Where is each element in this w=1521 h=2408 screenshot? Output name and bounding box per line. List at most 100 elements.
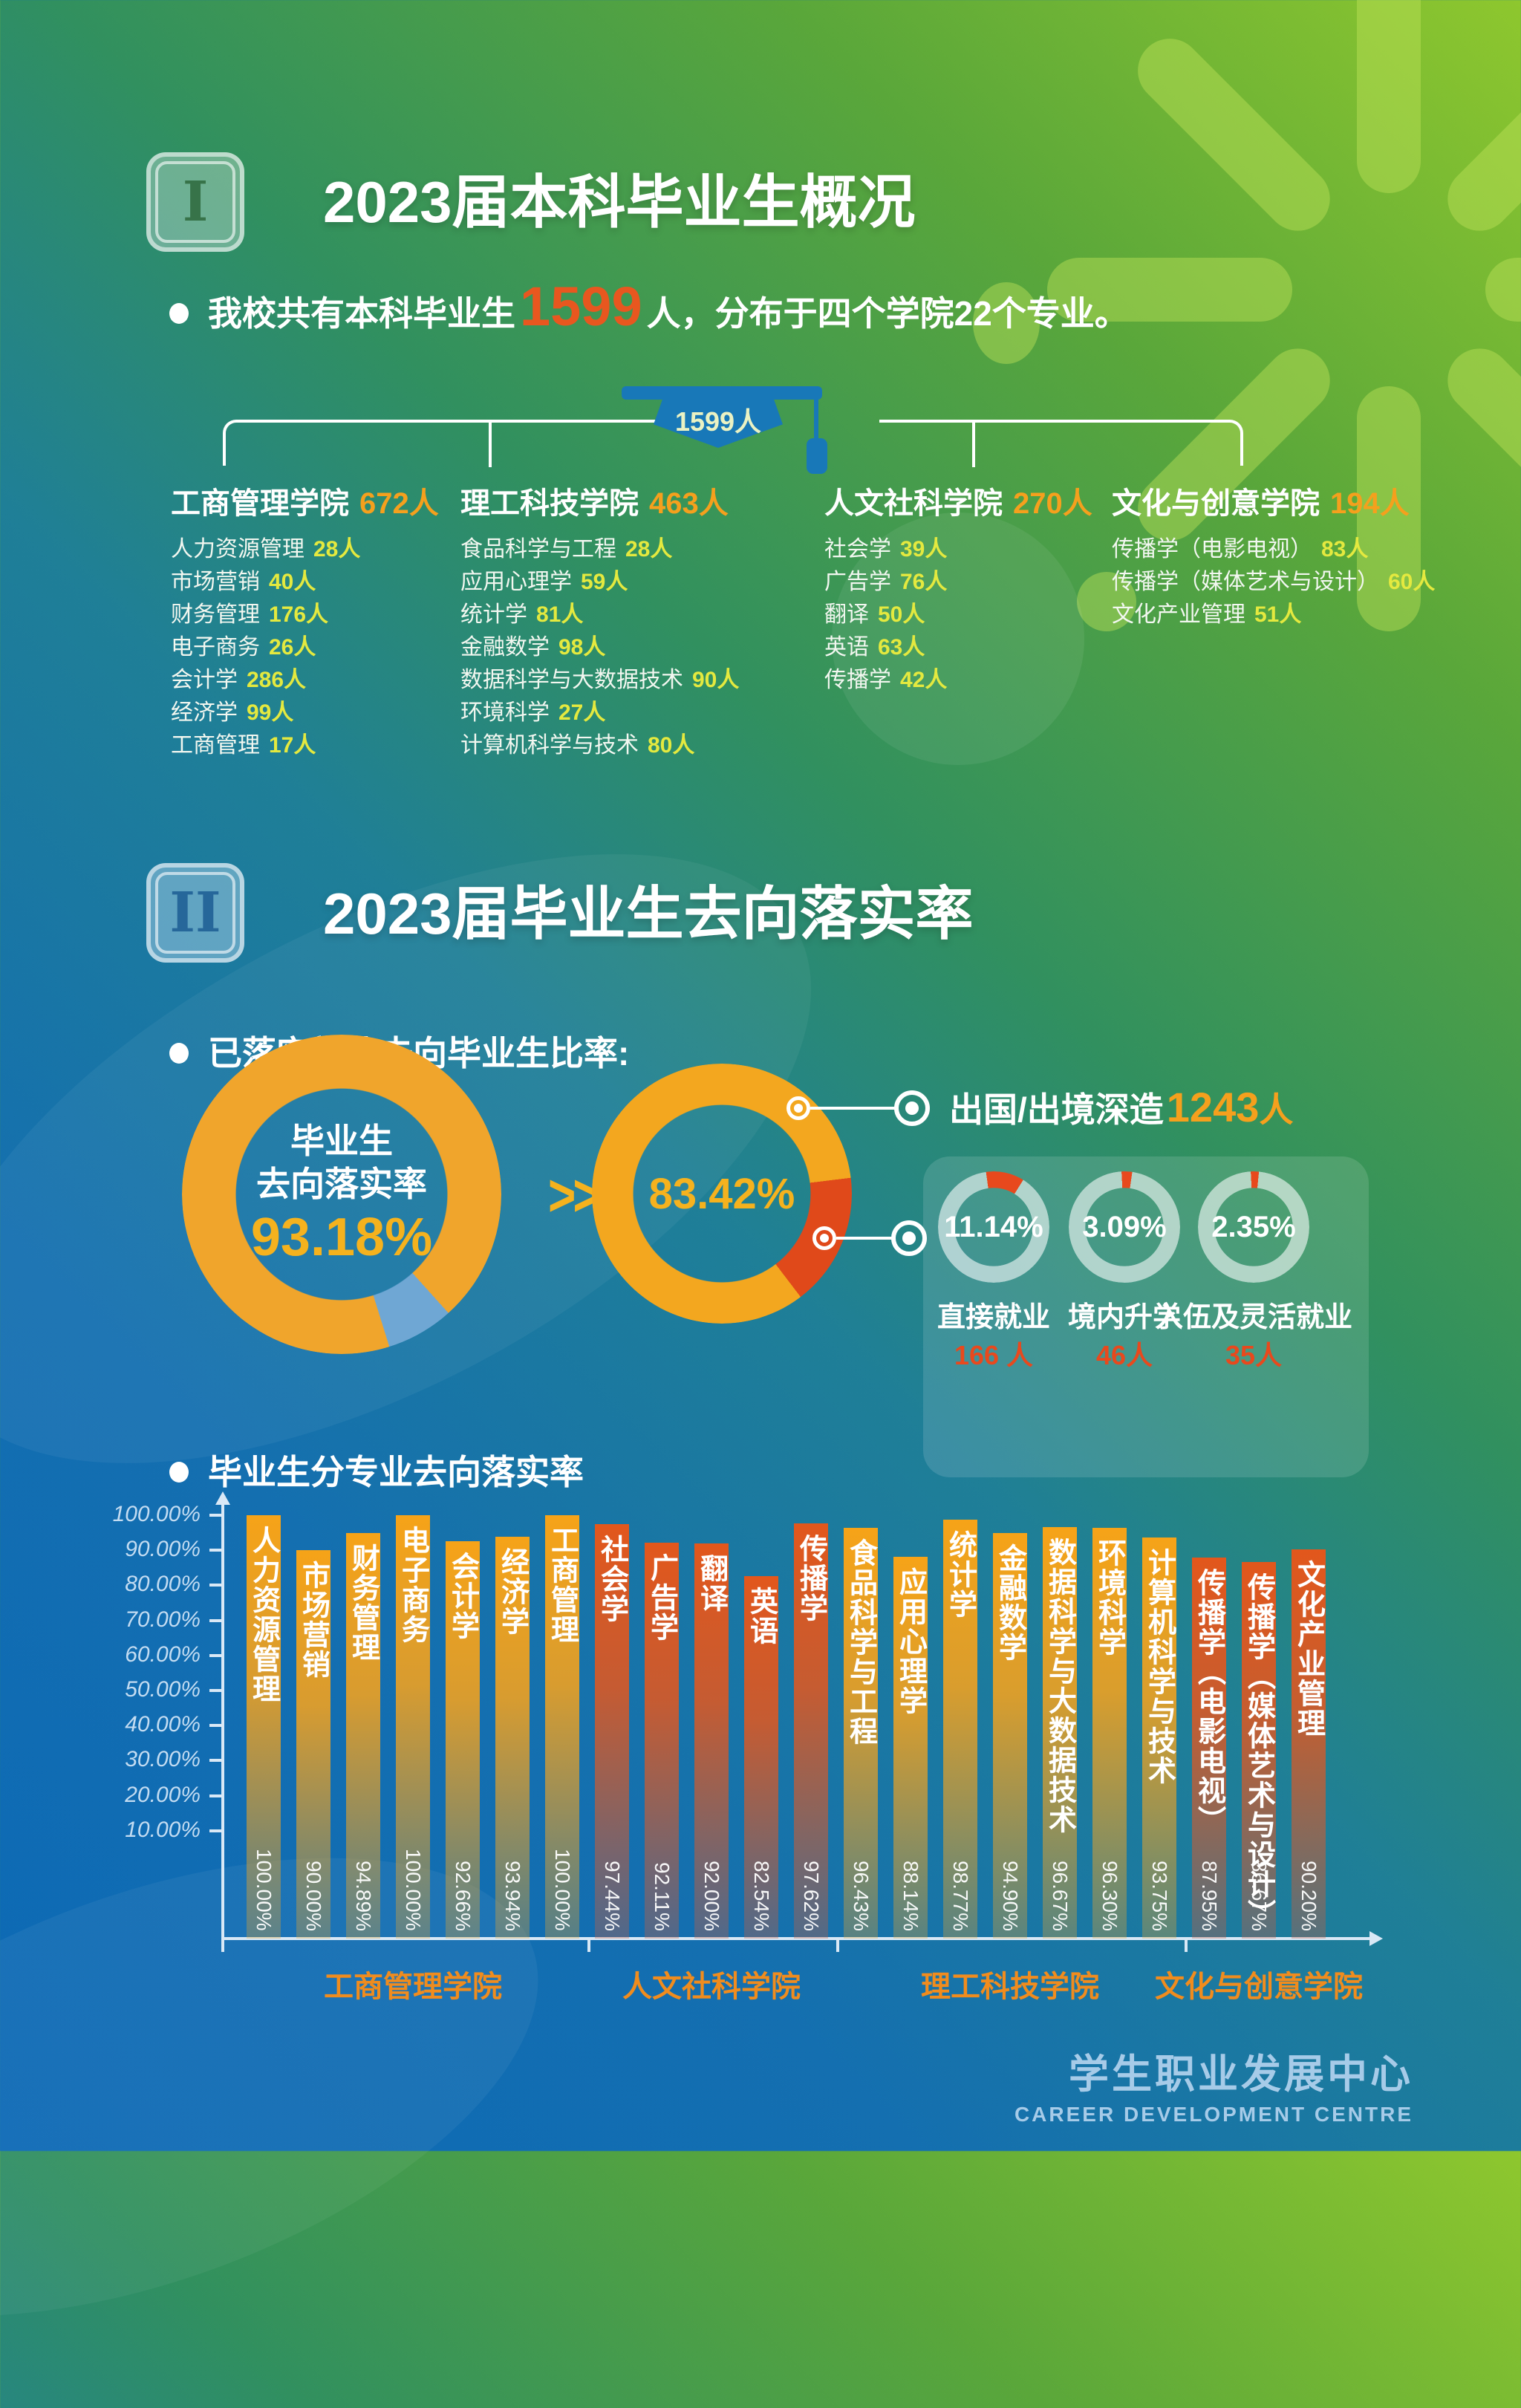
bar: 数据科学与大数据技术 96.67% xyxy=(1043,1526,1077,1939)
bar-value-label: 88.14% xyxy=(899,1861,922,1931)
y-tick-mark xyxy=(209,1689,221,1692)
y-tick-mark xyxy=(209,1759,221,1763)
bar-value-label: 86.67% xyxy=(1248,1861,1271,1931)
bar: 金融数学 94.90% xyxy=(993,1533,1027,1939)
bar-category-label: 经济学 xyxy=(496,1546,528,1636)
callout-abroad-suffix: 人 xyxy=(1259,1090,1294,1129)
y-tick-mark xyxy=(209,1549,221,1552)
major-count: 39人 xyxy=(900,537,948,562)
major-name: 金融数学 xyxy=(460,635,550,660)
starburst-dot xyxy=(973,282,1040,364)
sub-donut-ring xyxy=(938,1171,1049,1283)
bar: 食品科学与工程 96.43% xyxy=(844,1527,878,1939)
college-count: 270人 xyxy=(1013,487,1092,520)
bar-category-label: 社会学 xyxy=(596,1535,628,1624)
callout-target-icon xyxy=(894,1090,930,1126)
section2-bullet2-icon xyxy=(169,1462,189,1483)
college-header: 文化与创意学院 194人 xyxy=(1112,479,1410,522)
bar-category-label: 环境科学 xyxy=(1093,1538,1125,1658)
intro-prefix: 我校共有本科毕业生 xyxy=(208,294,515,333)
major-name: 翻译 xyxy=(824,602,869,627)
bar: 市场营销 90.00% xyxy=(296,1550,330,1939)
callout-line xyxy=(810,1107,896,1110)
college-header: 人文社科学院 270人 xyxy=(824,479,1121,522)
y-tick-label: 30.00% xyxy=(125,1747,201,1772)
tree-bracket-right xyxy=(879,420,1243,466)
major-name: 英语 xyxy=(824,635,869,660)
bar: 英语 82.54% xyxy=(744,1576,778,1939)
main-donut-label2: 去向落实率 xyxy=(256,1165,427,1203)
major-row: 经济学 99人 xyxy=(171,702,468,728)
bar: 传播学 97.62% xyxy=(794,1523,828,1939)
bar: 传播学（媒体艺术与设计） 86.67% xyxy=(1242,1561,1276,1939)
major-row: 市场营销 40人 xyxy=(171,571,468,597)
y-axis xyxy=(221,1505,224,1939)
major-count: 99人 xyxy=(247,700,294,725)
x-axis-group-tick xyxy=(587,1940,590,1952)
sub-donut-label: 直接就业 xyxy=(937,1302,1050,1333)
major-name: 社会学 xyxy=(824,537,891,562)
bar-value-label: 92.00% xyxy=(700,1861,723,1931)
bar-category-label: 传播学（电影电视） xyxy=(1193,1567,1225,1835)
y-axis-arrow-icon xyxy=(215,1491,230,1505)
sub-donut-label: 境内升学 xyxy=(1067,1302,1181,1333)
sub-donut-count: 46人 xyxy=(1095,1340,1153,1370)
tree-bracket-left xyxy=(223,420,673,466)
bar-category-label: 食品科学与工程 xyxy=(844,1537,876,1746)
main-donut-value: 93.18% xyxy=(250,1208,433,1267)
sub-donut-count: 166 人 xyxy=(954,1340,1034,1370)
college-group-label: 人文社科学院 xyxy=(622,1971,801,2003)
x-axis-group-tick xyxy=(221,1940,224,1952)
college-group-label: 工商管理学院 xyxy=(324,1971,502,2003)
bar-category-label: 传播学（媒体艺术与设计） xyxy=(1242,1572,1274,1929)
major-name: 会计学 xyxy=(171,668,238,692)
major-list: 人力资源管理 28人 市场营销 40人 财务管理 176人 电子商务 26人 会计学 286人 经济… xyxy=(171,538,468,761)
main-donut-label1: 毕业生 xyxy=(290,1122,393,1160)
major-row: 统计学 81人 xyxy=(460,604,758,630)
bar-category-label: 财务管理 xyxy=(347,1543,379,1663)
bar: 会计学 92.66% xyxy=(446,1540,480,1939)
bar-category-label: 广告学 xyxy=(645,1553,677,1643)
college-header: 工商管理学院 672人 xyxy=(171,479,468,522)
section2-bullet1-icon xyxy=(169,1043,189,1064)
section2-badge: II xyxy=(146,863,244,963)
major-count: 63人 xyxy=(878,635,925,660)
college-name: 人文社科学院 xyxy=(824,487,1003,520)
bar: 工商管理 100.00% xyxy=(545,1515,579,1939)
college-column: 文化与创意学院 194人 传播学（电影电视） 83人 传播学（媒体艺术与设计） 60人 文化… xyxy=(1112,479,1435,630)
major-row: 计算机科学与技术 80人 xyxy=(460,735,758,761)
callout-abroad: 出国/出境深造 1243 人 xyxy=(949,1083,1293,1132)
y-tick-label: 80.00% xyxy=(125,1572,201,1597)
bar: 统计学 98.77% xyxy=(943,1519,977,1939)
starburst-petal xyxy=(1485,258,1521,322)
callout-line xyxy=(836,1237,894,1240)
major-row: 应用心理学 59人 xyxy=(460,571,758,597)
bar-category-label: 电子商务 xyxy=(397,1526,429,1644)
bar-value-label: 94.90% xyxy=(999,1861,1022,1931)
major-row: 会计学 286人 xyxy=(171,669,468,695)
callout-anchor-icon xyxy=(812,1226,836,1250)
starburst-petal xyxy=(1434,335,1521,554)
bar-value-label: 97.44% xyxy=(601,1861,624,1931)
bar: 翻译 92.00% xyxy=(694,1543,729,1939)
y-tick-label: 100.00% xyxy=(112,1502,201,1526)
major-row: 食品科学与工程 28人 xyxy=(460,538,758,564)
bar: 财务管理 94.89% xyxy=(346,1533,380,1939)
bar: 人力资源管理 100.00% xyxy=(247,1515,281,1939)
bar-category-label: 文化产业管理 xyxy=(1292,1560,1324,1739)
tree-tick-college2 xyxy=(489,420,492,467)
major-row: 数据科学与大数据技术 90人 xyxy=(460,669,758,695)
section2-badge-numeral: II xyxy=(155,872,235,954)
section1-intro: 我校共有本科毕业生 1599 人，分布于四个学院22个专业。 xyxy=(208,279,1129,336)
bar-value-label: 87.95% xyxy=(1198,1861,1221,1931)
major-name: 数据科学与大数据技术 xyxy=(460,668,683,692)
major-row: 财务管理 176人 xyxy=(171,604,468,630)
college-column: 工商管理学院 672人人力资源管理 28人 市场营销 40人 财务管理 176人 电子商务 26… xyxy=(171,479,468,761)
college-header: 理工科技学院 463人 xyxy=(460,479,758,522)
major-row: 金融数学 98人 xyxy=(460,637,758,663)
bar-value-label: 92.11% xyxy=(651,1862,674,1931)
bar: 环境科学 96.30% xyxy=(1092,1528,1127,1939)
major-name: 工商管理 xyxy=(171,733,260,758)
sub-donut-percent: 2.35% xyxy=(1198,1171,1309,1283)
bar-category-label: 统计学 xyxy=(944,1529,976,1619)
